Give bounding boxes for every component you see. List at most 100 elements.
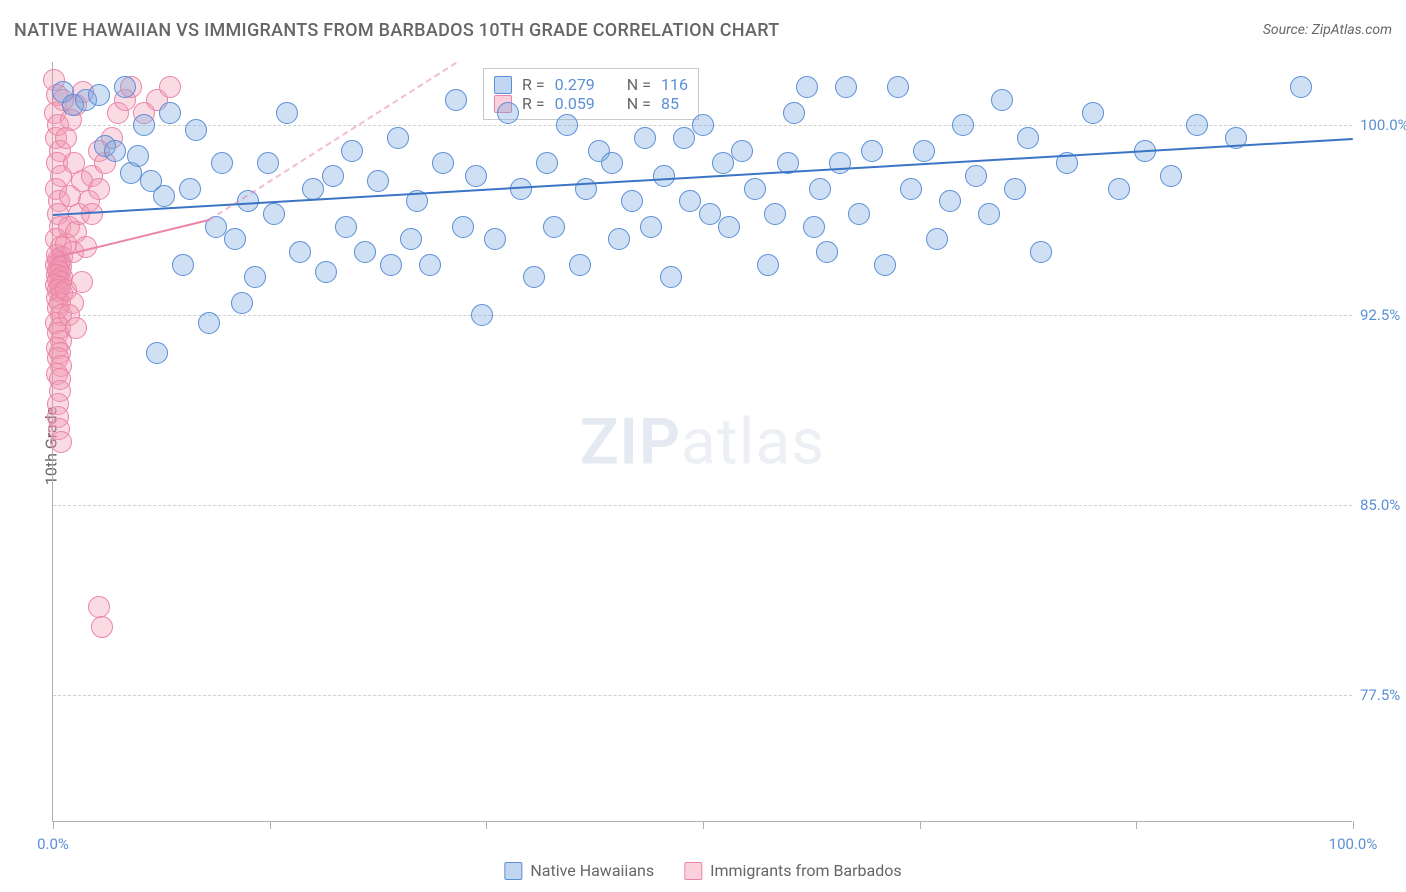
scatter-point-blue (991, 89, 1013, 111)
scatter-point-blue (315, 261, 337, 283)
r-value: 0.059 (555, 94, 595, 113)
r-label: R = (522, 94, 545, 113)
scatter-point-blue (575, 178, 597, 200)
scatter-point-blue (276, 102, 298, 124)
scatter-point-blue (1030, 241, 1052, 263)
scatter-point-blue (523, 266, 545, 288)
gridline (53, 695, 1352, 696)
scatter-point-blue (835, 76, 857, 98)
watermark-zip: ZIP (580, 404, 681, 479)
n-value: 116 (661, 75, 688, 94)
scatter-point-blue (471, 304, 493, 326)
scatter-point-blue (731, 140, 753, 162)
scatter-point-blue (601, 152, 623, 174)
scatter-point-blue (796, 76, 818, 98)
scatter-point-blue (679, 190, 701, 212)
scatter-point-blue (263, 203, 285, 225)
scatter-point-blue (484, 228, 506, 250)
scatter-point-blue (900, 178, 922, 200)
scatter-point-blue (965, 165, 987, 187)
scatter-point-blue (569, 254, 591, 276)
scatter-point-blue (380, 254, 402, 276)
scatter-point-blue (88, 84, 110, 106)
scatter-point-blue (543, 216, 565, 238)
scatter-point-blue (926, 228, 948, 250)
scatter-point-blue (764, 203, 786, 225)
scatter-point-blue (536, 152, 558, 174)
scatter-point-blue (939, 190, 961, 212)
scatter-point-pink (88, 178, 110, 200)
scatter-point-pink (65, 317, 87, 339)
scatter-point-blue (783, 102, 805, 124)
y-tick-label: 92.5% (1360, 306, 1400, 324)
series-legend: Native Hawaiians Immigrants from Barbados (504, 861, 901, 880)
scatter-point-blue (354, 241, 376, 263)
scatter-point-blue (224, 228, 246, 250)
scatter-point-blue (887, 76, 909, 98)
n-label: N = (627, 94, 651, 113)
scatter-point-blue (660, 266, 682, 288)
plot-area: ZIPatlas R =0.279N =116R =0.059N =85 100… (52, 62, 1352, 822)
scatter-point-blue (452, 216, 474, 238)
scatter-point-blue (387, 127, 409, 149)
scatter-point-blue (104, 140, 126, 162)
scatter-point-pink (91, 616, 113, 638)
scatter-point-blue (179, 178, 201, 200)
scatter-point-blue (718, 216, 740, 238)
legend-label: Immigrants from Barbados (710, 861, 902, 880)
scatter-point-blue (556, 114, 578, 136)
x-tick (920, 821, 921, 829)
legend-label: Native Hawaiians (530, 861, 654, 880)
scatter-point-blue (861, 140, 883, 162)
scatter-point-blue (640, 216, 662, 238)
scatter-point-blue (809, 178, 831, 200)
scatter-point-blue (874, 254, 896, 276)
scatter-point-blue (211, 152, 233, 174)
chart-container: NATIVE HAWAIIAN VS IMMIGRANTS FROM BARBA… (0, 0, 1406, 892)
scatter-point-blue (1082, 102, 1104, 124)
scatter-point-blue (978, 203, 1000, 225)
scatter-point-blue (757, 254, 779, 276)
y-tick-label: 100.0% (1360, 116, 1406, 134)
scatter-point-blue (1186, 114, 1208, 136)
scatter-point-blue (829, 152, 851, 174)
scatter-point-blue (744, 178, 766, 200)
x-tick (703, 821, 704, 829)
legend-row: R = 0.059 N = 85 (494, 94, 688, 113)
scatter-point-blue (159, 102, 181, 124)
legend-item: Immigrants from Barbados (684, 861, 902, 880)
x-tick-label: 0.0% (37, 835, 69, 853)
scatter-point-blue (712, 152, 734, 174)
scatter-point-blue (172, 254, 194, 276)
scatter-point-blue (289, 241, 311, 263)
scatter-point-blue (114, 76, 136, 98)
scatter-point-blue (816, 241, 838, 263)
scatter-point-blue (608, 228, 630, 250)
scatter-point-pink (71, 271, 93, 293)
scatter-point-blue (341, 140, 363, 162)
scatter-point-blue (257, 152, 279, 174)
chart-title: NATIVE HAWAIIAN VS IMMIGRANTS FROM BARBA… (14, 20, 780, 41)
x-tick (1136, 821, 1137, 829)
x-tick (270, 821, 271, 829)
n-value: 85 (661, 94, 679, 113)
scatter-point-blue (634, 127, 656, 149)
legend-swatch (494, 76, 512, 94)
source-attribution: Source: ZipAtlas.com (1263, 22, 1392, 38)
x-tick (53, 821, 54, 829)
scatter-point-pink (159, 76, 181, 98)
scatter-point-blue (185, 119, 207, 141)
n-label: N = (627, 75, 651, 94)
r-value: 0.279 (555, 75, 595, 94)
scatter-point-blue (302, 178, 324, 200)
scatter-point-blue (621, 190, 643, 212)
legend-swatch (504, 862, 522, 880)
scatter-point-blue (322, 165, 344, 187)
scatter-point-blue (1108, 178, 1130, 200)
scatter-point-blue (803, 216, 825, 238)
scatter-point-pink (88, 596, 110, 618)
scatter-point-blue (497, 102, 519, 124)
y-tick-label: 77.5% (1360, 686, 1400, 704)
y-tick-label: 85.0% (1360, 496, 1400, 514)
gridline (53, 505, 1352, 506)
